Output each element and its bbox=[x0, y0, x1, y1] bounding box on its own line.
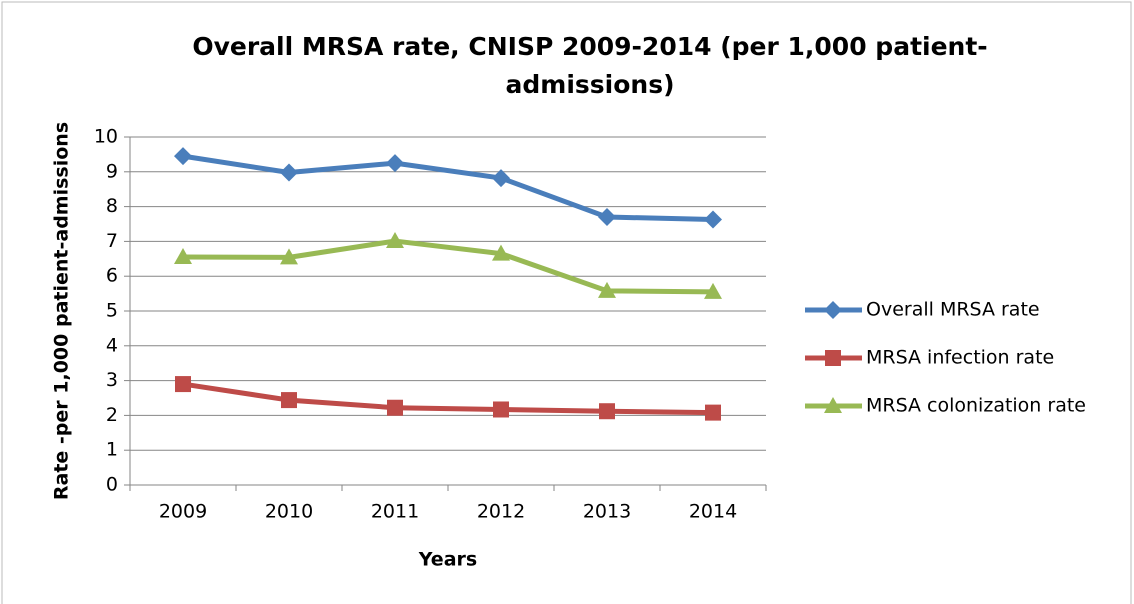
y-tick-label: 0 bbox=[106, 474, 118, 496]
x-tick-label: 2009 bbox=[159, 501, 207, 523]
legend-marker bbox=[824, 397, 842, 413]
marker bbox=[387, 399, 403, 416]
legend-label: MRSA infection rate bbox=[866, 347, 1054, 369]
marker bbox=[704, 282, 722, 299]
y-tick-label: 4 bbox=[106, 334, 118, 356]
marker bbox=[598, 281, 616, 298]
y-tick-label: 8 bbox=[106, 195, 118, 217]
series-line bbox=[182, 153, 714, 222]
marker bbox=[386, 154, 404, 173]
y-tick-label: 1 bbox=[106, 439, 118, 461]
y-tick-label: 9 bbox=[106, 160, 118, 182]
marker bbox=[705, 404, 721, 421]
marker bbox=[492, 244, 510, 261]
y-tick-label: 6 bbox=[106, 265, 118, 287]
marker bbox=[599, 403, 615, 420]
x-axis-label: Years bbox=[418, 549, 477, 571]
marker bbox=[174, 248, 192, 265]
series-line bbox=[182, 238, 714, 295]
y-tick-label: 7 bbox=[106, 230, 118, 252]
marker bbox=[386, 232, 404, 249]
x-tick-label: 2013 bbox=[583, 501, 631, 523]
legend-marker bbox=[824, 301, 842, 319]
y-tick-label: 3 bbox=[106, 369, 118, 391]
x-tick-label: 2014 bbox=[689, 501, 737, 523]
marker bbox=[704, 210, 722, 229]
marker bbox=[280, 163, 298, 182]
x-tick-label: 2012 bbox=[477, 501, 525, 523]
y-tick-label: 5 bbox=[106, 300, 118, 322]
chart-title: Overall MRSA rate, CNISP 2009-2014 (per … bbox=[192, 32, 988, 99]
legend-label: Overall MRSA rate bbox=[866, 299, 1040, 321]
y-tick-label: 10 bbox=[94, 126, 118, 148]
marker bbox=[281, 392, 297, 409]
legend-marker bbox=[825, 350, 841, 366]
marker bbox=[492, 169, 510, 188]
y-tick-label: 2 bbox=[106, 404, 118, 426]
x-tick-label: 2011 bbox=[371, 501, 419, 523]
y-axis-label: Rate -per 1,000 patient-admissions bbox=[51, 122, 73, 500]
marker bbox=[174, 147, 192, 166]
marker bbox=[175, 376, 191, 393]
x-tick-label: 2010 bbox=[265, 501, 313, 523]
legend-label: MRSA colonization rate bbox=[866, 395, 1086, 417]
marker bbox=[493, 401, 509, 418]
series-line bbox=[182, 381, 714, 416]
marker bbox=[280, 248, 298, 265]
marker bbox=[598, 208, 616, 227]
